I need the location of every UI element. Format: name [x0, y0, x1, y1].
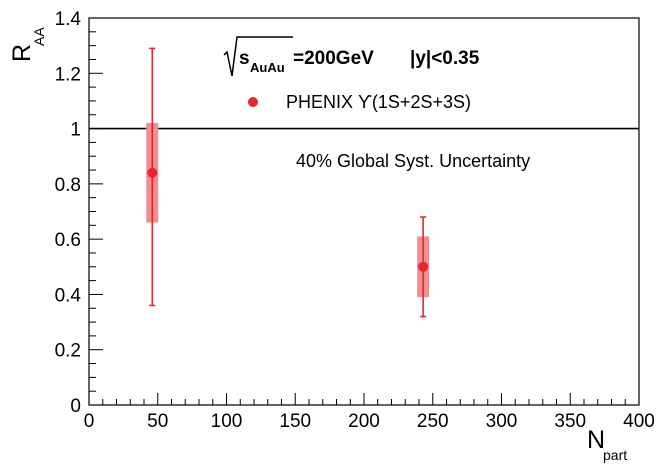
axis-ticks	[88, 17, 640, 406]
x-axis-title-sub: part	[603, 447, 627, 463]
y-tick-label: 0.2	[55, 341, 81, 362]
x-tick-label: 50	[147, 411, 168, 432]
x-tick-label: 200	[348, 411, 380, 432]
data-point	[147, 167, 158, 178]
x-tick-label: 350	[554, 411, 586, 432]
y-axis-title-main: R	[8, 44, 36, 62]
energy-sqrt-s: s	[239, 48, 250, 69]
sqrt-sign-icon	[223, 36, 293, 77]
legend-label: PHENIX ϒ(1S+2S+3S)	[286, 92, 471, 112]
y-tick-label: 1.4	[55, 9, 82, 30]
x-tick-label: 100	[211, 411, 243, 432]
x-tick-label: 0	[84, 411, 95, 432]
legend: PHENIX ϒ(1S+2S+3S)	[248, 92, 471, 112]
y-axis-title-sub: AA	[31, 27, 47, 46]
energy-value: =200GeV	[293, 48, 374, 69]
energy-subscript: AuAu	[250, 60, 285, 75]
x-tick-label: 150	[279, 411, 311, 432]
y-tick-label: 0.6	[55, 230, 81, 251]
y-tick-label: 0	[70, 396, 81, 417]
x-axis-title: N	[587, 426, 605, 454]
y-tick-label: 0.4	[55, 285, 82, 306]
data-marks	[146, 47, 430, 318]
y-axis-title: R AA	[8, 27, 47, 62]
data-point	[418, 261, 429, 272]
y-tick-label: 0.8	[55, 175, 81, 196]
y-tick-label: 1.2	[55, 64, 81, 85]
x-tick-label: 300	[486, 411, 518, 432]
global-syst-annotation: 40% Global Syst. Uncertainty	[296, 151, 530, 171]
rapidity-cut: |y|<0.35	[410, 48, 480, 69]
energy-annotation: s AuAu =200GeV |y|<0.35	[223, 36, 480, 77]
tick-labels: 0 50 100 150 200 250 300 350 400 0 0.2 0.4 0.6 0.8 1 1.…	[55, 9, 655, 432]
y-tick-label: 1	[70, 120, 81, 141]
legend-marker	[248, 97, 258, 107]
plot-frame	[88, 17, 640, 406]
x-tick-label: 400	[623, 411, 655, 432]
x-tick-label: 250	[417, 411, 449, 432]
